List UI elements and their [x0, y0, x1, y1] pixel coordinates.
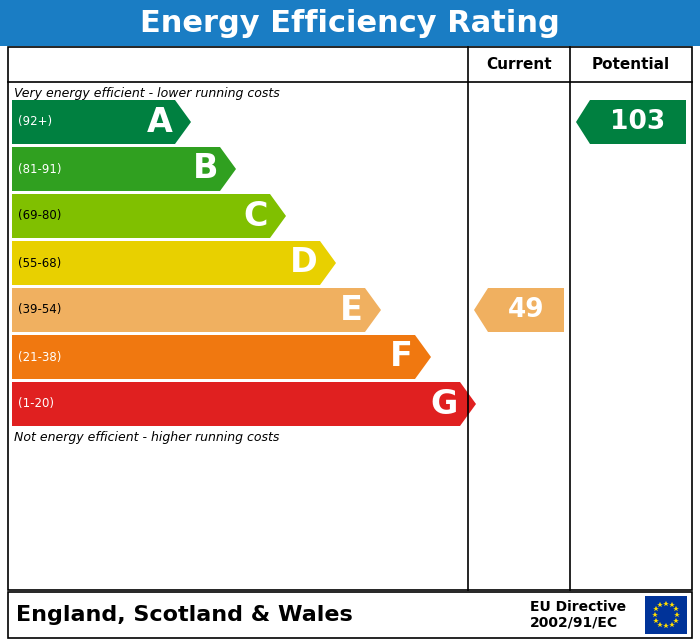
- Text: Not energy efficient - higher running costs: Not energy efficient - higher running co…: [14, 431, 279, 444]
- Text: A: A: [147, 105, 173, 139]
- Polygon shape: [12, 100, 191, 144]
- Text: England, Scotland & Wales: England, Scotland & Wales: [16, 605, 353, 625]
- Text: D: D: [290, 247, 318, 279]
- Polygon shape: [12, 147, 236, 191]
- Text: B: B: [193, 153, 218, 186]
- Text: G: G: [430, 388, 458, 421]
- Text: (39-54): (39-54): [18, 304, 62, 317]
- Polygon shape: [12, 335, 431, 379]
- Text: (21-38): (21-38): [18, 351, 62, 363]
- Polygon shape: [474, 288, 564, 332]
- Polygon shape: [12, 288, 381, 332]
- Text: C: C: [244, 200, 268, 232]
- Polygon shape: [12, 241, 336, 285]
- Bar: [645, 596, 687, 634]
- Text: (92+): (92+): [18, 116, 52, 128]
- Text: (81-91): (81-91): [18, 162, 62, 175]
- Polygon shape: [12, 194, 286, 238]
- Text: E: E: [340, 293, 363, 327]
- Text: Energy Efficiency Rating: Energy Efficiency Rating: [140, 8, 560, 37]
- Bar: [0, 0, 700, 46]
- Text: F: F: [390, 340, 413, 374]
- Polygon shape: [12, 382, 476, 426]
- Text: (55-68): (55-68): [18, 257, 62, 270]
- Text: (1-20): (1-20): [18, 397, 54, 410]
- Bar: [8, 592, 692, 638]
- Text: Very energy efficient - lower running costs: Very energy efficient - lower running co…: [14, 87, 280, 100]
- Text: Potential: Potential: [592, 57, 670, 72]
- Text: 2002/91/EC: 2002/91/EC: [530, 616, 618, 630]
- Text: 103: 103: [610, 109, 666, 135]
- Text: 49: 49: [508, 297, 545, 323]
- Text: Current: Current: [486, 57, 552, 72]
- Text: (69-80): (69-80): [18, 209, 62, 223]
- Polygon shape: [576, 100, 686, 144]
- Text: EU Directive: EU Directive: [530, 600, 626, 614]
- Bar: [8, 47, 692, 590]
